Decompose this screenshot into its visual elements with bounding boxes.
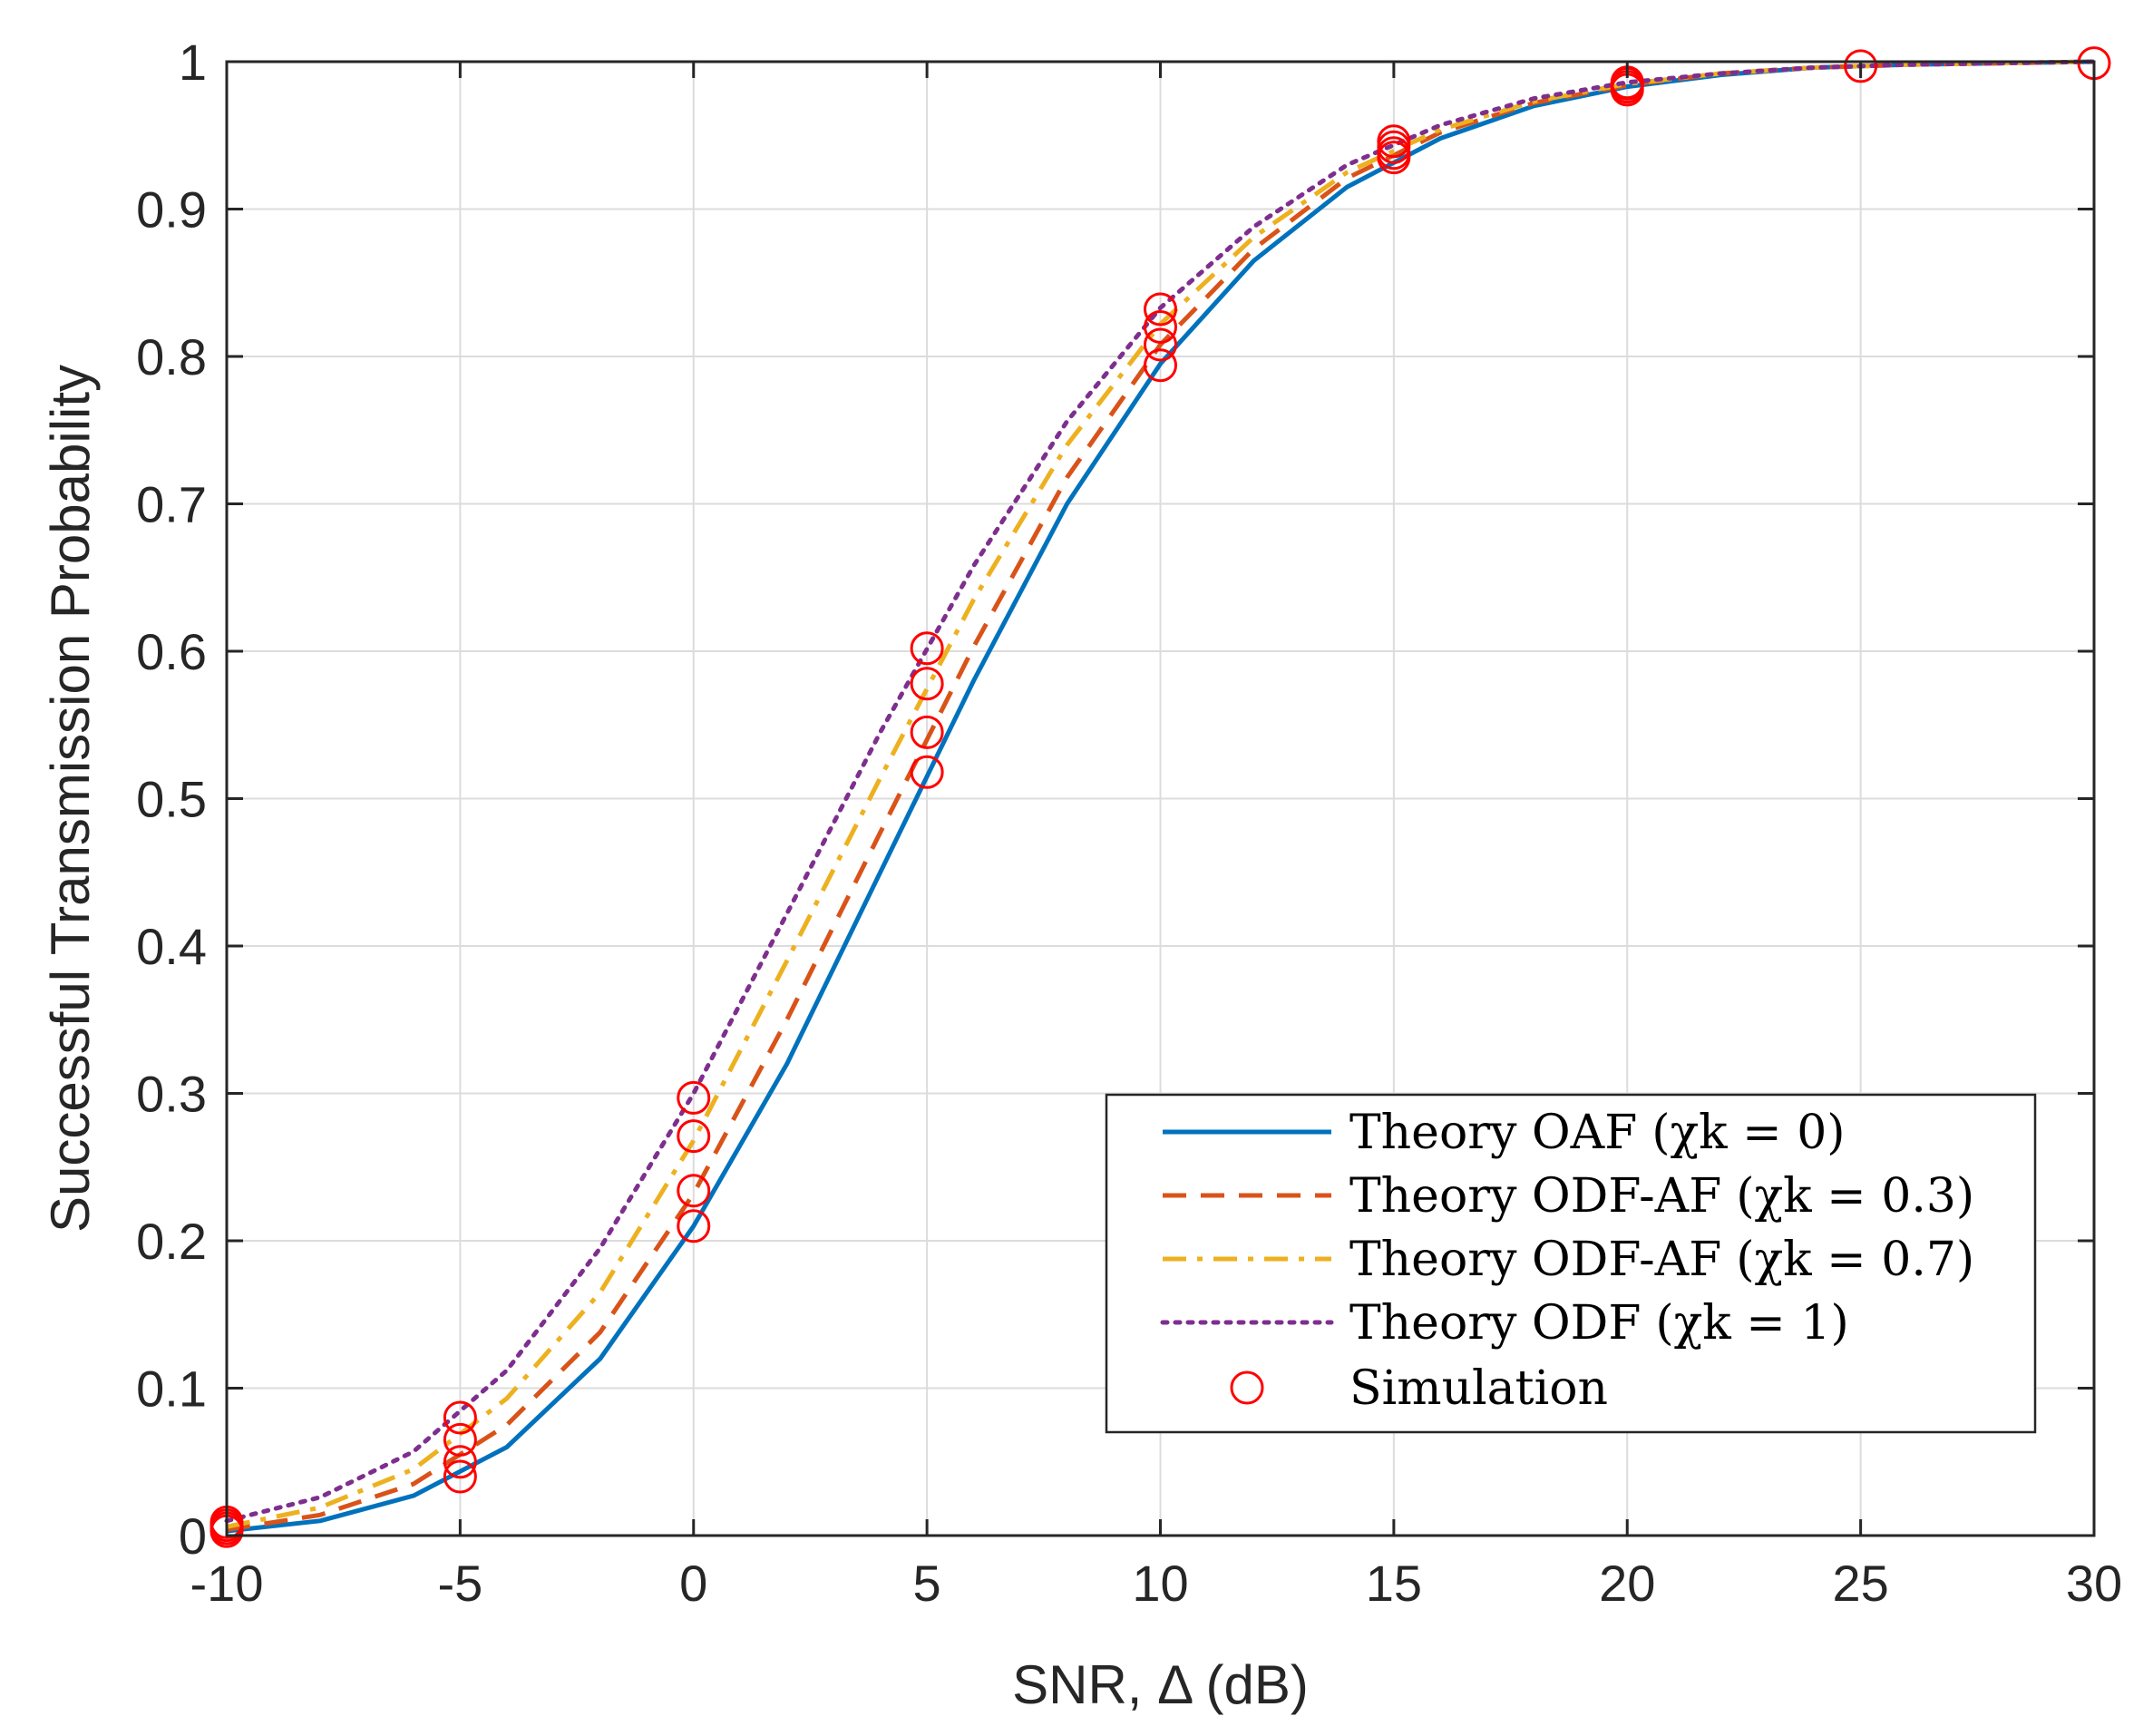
simulation-marker <box>443 1445 477 1479</box>
x-tick-labels: -10 -5 0 5 10 15 20 25 30 <box>190 1555 2123 1612</box>
legend-entry-0: Theory OAF (χk = 0) <box>1349 1106 1846 1160</box>
simulation-marker <box>1144 348 1177 383</box>
legend-name: Theory ODF-AF <box>1349 1169 1721 1224</box>
x-tick-label: 15 <box>1366 1555 1422 1612</box>
legend-entry-1: Theory ODF-AF (χk = 0.3) <box>1349 1169 1974 1224</box>
y-tick-label: 0.2 <box>136 1213 207 1270</box>
x-tick-label: 0 <box>679 1555 707 1612</box>
simulation-marker <box>910 631 944 666</box>
simulation-marker <box>910 667 944 701</box>
legend-name: Simulation <box>1349 1361 1608 1416</box>
legend-param: (χk = 1) <box>1655 1296 1848 1351</box>
y-tick-label: 0.7 <box>136 476 207 533</box>
y-tick-label: 1 <box>179 34 207 91</box>
simulation-marker <box>677 1119 711 1154</box>
legend-name: Theory ODF-AF <box>1349 1233 1721 1287</box>
legend-entry-3: Theory ODF (χk = 1) <box>1349 1296 1849 1351</box>
series-line-1 <box>226 59 2095 1532</box>
legend-param: (χk = 0.3) <box>1736 1169 1974 1224</box>
legend-name: Theory ODF <box>1349 1296 1641 1351</box>
legend-param: (χk = 0.7) <box>1736 1233 1974 1287</box>
simulation-marker <box>1844 49 1878 83</box>
series-line-3 <box>224 59 2097 1524</box>
x-tick-label: 10 <box>1132 1555 1188 1612</box>
legend-entry-2: Theory ODF-AF (χk = 0.7) <box>1349 1233 1974 1287</box>
x-axis-label: SNR, Δ (dB) <box>1012 1654 1309 1715</box>
x-tick-label: -10 <box>190 1555 264 1612</box>
grid <box>226 61 2095 1536</box>
x-tick-label: 20 <box>1599 1555 1655 1612</box>
y-tick-label: 0.3 <box>136 1066 207 1123</box>
simulation-marker <box>1144 292 1177 327</box>
x-tick-label: 30 <box>2066 1555 2122 1612</box>
legend-param: (χk = 0) <box>1651 1106 1845 1160</box>
x-tick-label: 25 <box>1832 1555 1888 1612</box>
y-tick-label: 0.8 <box>136 328 207 385</box>
simulation-marker <box>677 1080 711 1115</box>
simulation-marker <box>1144 310 1177 344</box>
legend-entry-4: Simulation <box>1349 1361 1608 1416</box>
y-tick-label: 0.6 <box>136 623 207 680</box>
simulation-marker <box>910 715 944 749</box>
simulation-marker <box>677 1209 711 1243</box>
simulation-marker <box>910 755 944 789</box>
legend: Theory OAF (χk = 0) Theory ODF-AF (χk = 0.3… <box>1105 1093 2037 1434</box>
simulation-marker <box>443 1459 477 1494</box>
y-tick-labels: 0 0.1 0.2 0.3 0.4 0.5 0.6 0.7 0.8 0.9 1 <box>136 34 207 1565</box>
simulation-marker <box>1377 124 1411 159</box>
ticks <box>225 60 2096 1537</box>
simulation-marker <box>443 1422 477 1457</box>
y-tick-label: 0 <box>179 1507 207 1565</box>
simulation-marker <box>677 1174 711 1208</box>
simulation-marker <box>1144 327 1177 362</box>
y-tick-label: 0.1 <box>136 1361 207 1418</box>
y-tick-label: 0.5 <box>136 771 207 828</box>
legend-box <box>1105 1093 2037 1434</box>
marker-layer <box>209 46 2111 1548</box>
y-axis-label: Successful Transmission Probability <box>40 365 101 1233</box>
simulation-marker <box>443 1400 477 1435</box>
x-tick-label: 5 <box>913 1555 941 1612</box>
y-tick-label: 0.4 <box>136 918 207 975</box>
x-tick-label: -5 <box>437 1555 482 1612</box>
y-tick-label: 0.9 <box>136 181 207 239</box>
legend-name: Theory OAF <box>1349 1106 1637 1160</box>
legend-marker-simulation <box>1230 1370 1264 1405</box>
